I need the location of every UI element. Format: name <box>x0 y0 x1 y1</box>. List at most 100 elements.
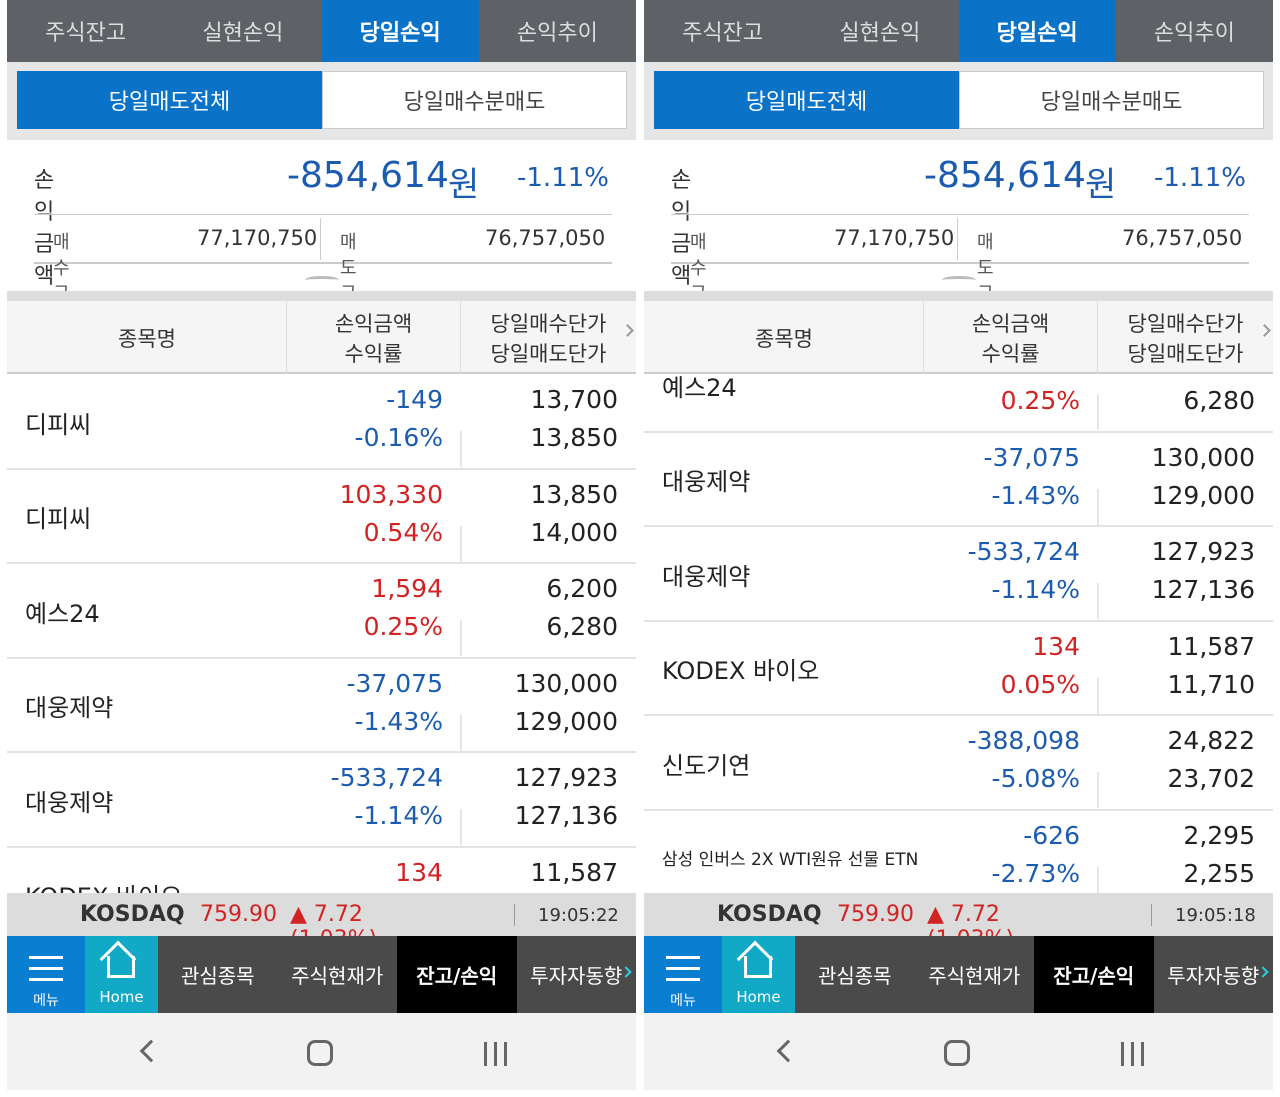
nav-item[interactable]: 관심종목 <box>817 964 892 988</box>
table-row[interactable]: 신도기연 -388,098 -5.08% 24,822 23,702 <box>644 716 1273 811</box>
home-system-button[interactable] <box>307 1040 333 1066</box>
nav-item[interactable]: 주식현재가 <box>291 964 384 988</box>
nav-item[interactable]: 관심종목 <box>180 964 255 988</box>
profit-rate: -1.43% <box>991 480 1080 510</box>
profit-amount: -149 <box>386 385 443 414</box>
profit-rate: -1.14% <box>354 801 443 830</box>
nav-item[interactable]: 주식현재가 <box>928 964 1021 988</box>
divider <box>286 301 287 374</box>
nav-item[interactable]: 잔고/손익 <box>397 936 517 1013</box>
stock-name: 예스24 <box>25 599 100 628</box>
home-icon <box>744 956 772 978</box>
table-row[interactable]: 대웅제약 -533,724 -1.14% 127,923 127,136 <box>644 527 1273 622</box>
table-row[interactable]: 예스24 1,594 0.25% 6,200 6,280 <box>7 564 636 659</box>
index-value: 759.90 <box>837 902 914 927</box>
header-cell: 종목명 <box>755 326 813 351</box>
profit-amount: -854,614 <box>287 155 449 196</box>
table-row[interactable]: 대웅제약 -37,075 -1.43% 130,000 129,000 <box>644 433 1273 527</box>
menu-button[interactable]: 메뉴 <box>644 936 722 1013</box>
table-row[interactable]: 디피씨 103,330 0.54% 13,850 14,000 <box>7 470 636 564</box>
divider <box>671 214 1249 215</box>
stock-name: 신도기연 <box>662 751 751 780</box>
buy-price: 130,000 <box>514 668 618 698</box>
tab[interactable]: 주식잔고 <box>45 21 127 46</box>
index-name: KOSDAQ <box>80 902 185 927</box>
nav-item[interactable]: 잔고/손익 <box>1034 936 1154 1013</box>
collapse-handle[interactable] <box>305 276 339 284</box>
table-row[interactable]: 디피씨 -149 -0.16% 13,700 13,850 <box>7 375 636 470</box>
buy-price: 13,850 <box>530 479 618 509</box>
subtab[interactable]: 당일매도전체 <box>654 71 959 129</box>
divider <box>1097 394 1099 430</box>
home-icon <box>107 956 135 978</box>
recents-button[interactable] <box>484 1042 510 1066</box>
header-cell: 당일매도단가 <box>490 342 607 366</box>
tab[interactable]: 당일손익 <box>958 0 1116 62</box>
profit-rate: -0.16% <box>354 423 443 452</box>
table-row[interactable]: 예스24 1,594 0.25% 6,200 6,280 <box>644 375 1273 433</box>
sell-price: 127,136 <box>1151 575 1255 604</box>
divider <box>460 301 461 374</box>
table-header <box>644 301 1273 374</box>
index-name: KOSDAQ <box>717 902 822 927</box>
stock-name: 대웅제약 <box>25 694 114 722</box>
stock-name: 예스24 <box>662 375 737 402</box>
profit-rate: 0.54% <box>363 517 443 547</box>
nav-item[interactable]: 투자자동향 <box>530 964 623 988</box>
buy-price: 130,000 <box>1151 442 1255 472</box>
table-header <box>7 301 636 374</box>
home-button[interactable]: Home <box>85 936 158 1013</box>
tab[interactable]: 실현손익 <box>839 21 921 46</box>
profit-amount: -37,075 <box>983 442 1081 472</box>
nav-item[interactable]: 투자자동향 <box>1167 964 1260 988</box>
profit-rate: 0.25% <box>363 612 443 641</box>
divider <box>1097 301 1098 374</box>
divider <box>514 904 515 926</box>
home-button[interactable]: Home <box>722 936 795 1013</box>
buy-price: 127,923 <box>514 763 618 792</box>
profit-amount: -533,724 <box>967 537 1080 566</box>
table-row[interactable]: KODEX 바이오 134 11,587 <box>7 848 636 894</box>
menu-button[interactable]: 메뉴 <box>7 936 85 1013</box>
divider <box>460 431 462 467</box>
collapse-handle[interactable] <box>942 276 976 284</box>
menu-icon-line <box>666 967 700 970</box>
profit-rate: -1.11% <box>1154 163 1246 193</box>
recents-line <box>484 1042 487 1066</box>
ticker-bar <box>7 893 636 936</box>
profit-rate: 0.05% <box>1000 669 1080 699</box>
table-body: 디피씨 -149 -0.16% 13,700 13,850 디피씨 103,330 0.54%… <box>7 375 636 893</box>
tab[interactable]: 당일손익 <box>321 0 479 62</box>
table-row[interactable]: 대웅제약 -533,724 -1.14% 127,923 127,136 <box>7 753 636 848</box>
table-row[interactable]: KODEX 바이오 134 0.05% 11,587 11,710 <box>644 622 1273 716</box>
system-bar <box>7 1013 636 1090</box>
table-row[interactable]: 삼성 인버스 2X WTI원유 선물 ETN -626 -2.73% 2,295 2,2… <box>644 811 1273 893</box>
sell-price: 129,000 <box>1151 480 1255 510</box>
subtab[interactable]: 당일매수분매도 <box>959 71 1264 129</box>
table-row[interactable]: 대웅제약 -37,075 -1.43% 130,000 129,000 <box>7 659 636 753</box>
menu-icon-line <box>666 978 700 981</box>
tab[interactable]: 실현손익 <box>202 21 284 46</box>
sell-price: 11,710 <box>1167 669 1255 699</box>
sell-price: 6,280 <box>1183 386 1255 415</box>
profit-amount: -626 <box>1023 820 1080 850</box>
profit-amount: -854,614 <box>924 155 1086 196</box>
profit-amount: 134 <box>1032 631 1080 661</box>
tab[interactable]: 손익추이 <box>1153 21 1235 46</box>
header-cell: 수익률 <box>344 342 403 366</box>
subtab[interactable]: 당일매수분매도 <box>322 71 627 129</box>
sell-price: 14,000 <box>530 517 618 547</box>
divider <box>460 620 462 656</box>
update-time: 19:05:18 <box>1175 905 1256 926</box>
profit-rate: -5.08% <box>991 764 1080 793</box>
divider <box>460 714 462 751</box>
tab[interactable]: 주식잔고 <box>682 21 764 46</box>
home-system-button[interactable] <box>944 1040 970 1066</box>
subtab[interactable]: 당일매도전체 <box>17 71 322 129</box>
divider <box>1097 488 1099 525</box>
table-body: 예스24 1,594 0.25% 6,200 6,280 대웅제약 -37,075 -1.43… <box>644 375 1273 893</box>
recents-button[interactable] <box>1121 1042 1147 1066</box>
amount-unit: 원 <box>1085 165 1117 205</box>
tab[interactable]: 손익추이 <box>516 21 598 46</box>
